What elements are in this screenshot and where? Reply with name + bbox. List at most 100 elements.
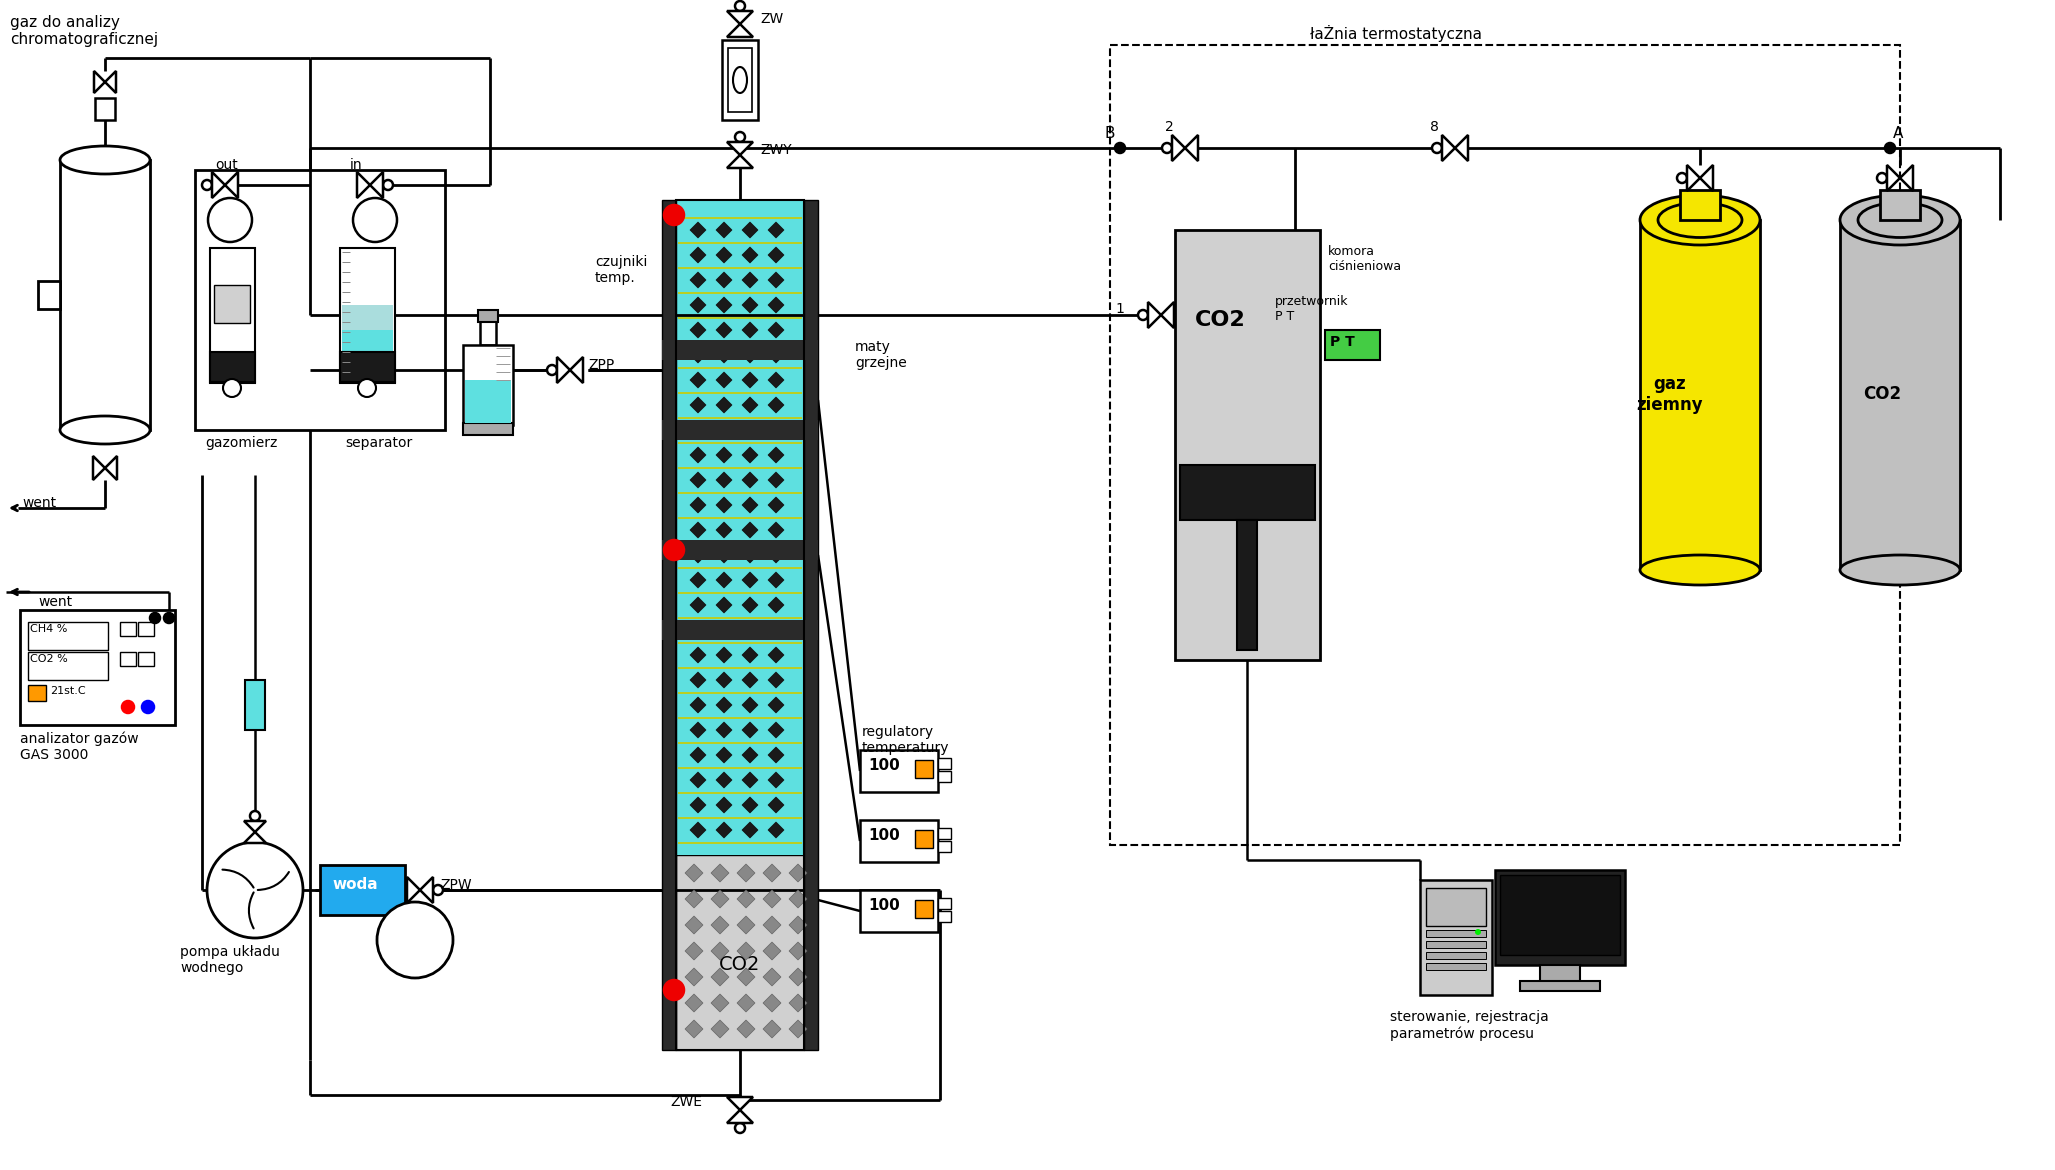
Polygon shape (769, 548, 785, 563)
Polygon shape (769, 222, 785, 238)
Polygon shape (1186, 135, 1198, 161)
Text: gazomierz: gazomierz (206, 436, 277, 450)
Polygon shape (769, 271, 785, 288)
Text: CO2 %: CO2 % (31, 654, 68, 665)
Polygon shape (715, 572, 732, 589)
Bar (119, 622, 136, 636)
Polygon shape (715, 522, 732, 538)
Polygon shape (789, 863, 808, 882)
Circle shape (251, 811, 261, 821)
Polygon shape (358, 172, 370, 198)
Polygon shape (711, 942, 730, 961)
Polygon shape (690, 271, 707, 288)
Ellipse shape (1839, 195, 1960, 245)
Bar (341, 305, 393, 365)
Text: czujniki
temp.: czujniki temp. (596, 255, 647, 285)
Bar (662, 420, 818, 440)
Bar (1640, 220, 1759, 570)
Polygon shape (762, 942, 781, 961)
Bar (1237, 519, 1258, 651)
Polygon shape (742, 372, 758, 388)
Bar (29, 622, 109, 651)
Polygon shape (684, 890, 703, 908)
Polygon shape (762, 968, 781, 986)
Circle shape (224, 379, 240, 397)
Polygon shape (769, 797, 785, 813)
Polygon shape (738, 968, 754, 986)
Text: CO2: CO2 (719, 956, 760, 975)
Polygon shape (769, 572, 785, 589)
Polygon shape (769, 647, 785, 663)
Text: maty
grzejne: maty grzejne (855, 340, 906, 370)
Text: 8: 8 (1430, 121, 1438, 135)
Polygon shape (715, 297, 732, 314)
Bar (1426, 952, 1486, 959)
Circle shape (358, 379, 376, 397)
Circle shape (434, 885, 444, 895)
Bar (462, 424, 514, 435)
Text: 1: 1 (1116, 302, 1124, 316)
Ellipse shape (1640, 555, 1759, 585)
Bar (1426, 963, 1486, 970)
Polygon shape (407, 878, 419, 903)
Polygon shape (690, 247, 707, 263)
Polygon shape (727, 25, 752, 37)
Bar (1110, 44, 1901, 845)
Text: sterowanie, rejestracja
parametrów procesu: sterowanie, rejestracja parametrów proce… (1389, 1010, 1549, 1041)
Polygon shape (1171, 135, 1186, 161)
Polygon shape (769, 397, 785, 413)
Polygon shape (684, 916, 703, 934)
Circle shape (382, 180, 393, 190)
Text: analizator gazów
GAS 3000: analizator gazów GAS 3000 (21, 731, 138, 762)
Polygon shape (212, 172, 224, 198)
Polygon shape (789, 890, 808, 908)
Polygon shape (715, 247, 732, 263)
Text: ZW: ZW (760, 12, 783, 26)
Text: ZWE: ZWE (670, 1095, 703, 1109)
Bar (914, 830, 933, 848)
Polygon shape (742, 472, 758, 488)
Polygon shape (715, 472, 732, 488)
Text: gaz do analizy
chromatograficznej: gaz do analizy chromatograficznej (10, 15, 158, 48)
Bar (138, 652, 154, 666)
Text: łaŻnia termostatyczna: łaŻnia termostatyczna (1309, 25, 1482, 42)
Bar (481, 321, 495, 345)
Polygon shape (742, 548, 758, 563)
Bar (479, 310, 497, 322)
Text: pompa układu
wodnego: pompa układu wodnego (181, 945, 279, 976)
Polygon shape (769, 497, 785, 512)
Polygon shape (690, 672, 707, 688)
Bar (1426, 930, 1486, 937)
Polygon shape (690, 823, 707, 838)
Bar (914, 900, 933, 918)
Ellipse shape (734, 67, 748, 92)
Circle shape (142, 701, 154, 713)
Bar (29, 652, 109, 680)
Bar (21, 610, 175, 725)
Ellipse shape (60, 146, 150, 174)
Bar (937, 899, 951, 909)
Text: in: in (349, 158, 362, 172)
Bar (1880, 190, 1919, 220)
Polygon shape (245, 832, 265, 844)
Circle shape (664, 541, 684, 560)
Text: CH4 %: CH4 % (31, 624, 68, 634)
Text: CO2: CO2 (1196, 310, 1245, 330)
Polygon shape (711, 916, 730, 934)
Polygon shape (769, 672, 785, 688)
Polygon shape (738, 890, 754, 908)
Polygon shape (690, 746, 707, 763)
Polygon shape (769, 697, 785, 713)
Polygon shape (742, 522, 758, 538)
Polygon shape (690, 622, 707, 638)
Polygon shape (769, 422, 785, 438)
Polygon shape (715, 697, 732, 713)
Circle shape (547, 365, 557, 376)
Polygon shape (742, 647, 758, 663)
Polygon shape (742, 322, 758, 338)
Bar (214, 285, 251, 323)
Polygon shape (715, 548, 732, 563)
Bar (727, 48, 752, 112)
Circle shape (1475, 929, 1482, 935)
Polygon shape (684, 1020, 703, 1038)
